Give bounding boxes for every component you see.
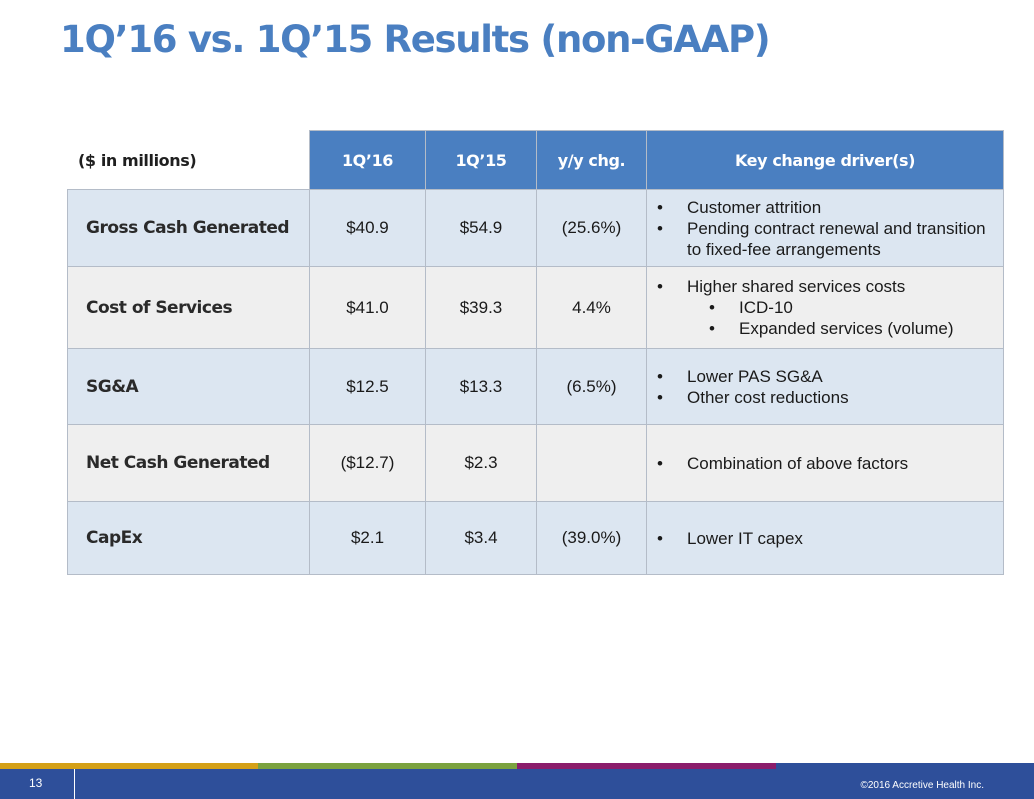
value-1q15: $2.3	[425, 424, 537, 502]
footer-stripe-green	[258, 763, 517, 769]
table-row-capex: CapEx $2.1 $3.4 (39.0%) Lower IT capex	[67, 501, 1004, 575]
value-1q15: $13.3	[425, 348, 537, 425]
driver-bullet: Customer attrition	[657, 197, 993, 218]
table-row-sga: SG&A $12.5 $13.3 (6.5%) Lower PAS SG&A O…	[67, 348, 1004, 425]
table-row-net-cash: Net Cash Generated ($12.7) $2.3 Combinat…	[67, 424, 1004, 502]
value-1q15: $3.4	[425, 501, 537, 575]
table-row-gross-cash: Gross Cash Generated $40.9 $54.9 (25.6%)…	[67, 189, 1004, 267]
value-yy-change: (6.5%)	[536, 348, 647, 425]
value-yy-change: (39.0%)	[536, 501, 647, 575]
driver-bullet: Lower PAS SG&A	[657, 366, 993, 387]
footer-stripe-magenta	[517, 763, 776, 769]
driver-bullet: Pending contract renewal and transition …	[657, 218, 993, 260]
driver-bullet: Combination of above factors	[657, 453, 993, 474]
footer-divider	[74, 769, 75, 799]
results-table: ($ in millions) 1Q’16 1Q’15 y/y chg. Key…	[67, 130, 1004, 575]
drivers-cell: Combination of above factors	[646, 424, 1004, 502]
driver-list: Combination of above factors	[657, 453, 993, 474]
table-row-cost-of-services: Cost of Services $41.0 $39.3 4.4% Higher…	[67, 266, 1004, 349]
driver-bullet: Lower IT capex	[657, 528, 993, 549]
col-header-yy-change: y/y chg.	[536, 130, 647, 190]
value-1q15: $54.9	[425, 189, 537, 267]
value-1q16: $12.5	[309, 348, 426, 425]
row-label: Net Cash Generated	[67, 424, 310, 502]
value-1q16: $2.1	[309, 501, 426, 575]
row-label: Cost of Services	[67, 266, 310, 349]
row-label: SG&A	[67, 348, 310, 425]
value-yy-change	[536, 424, 647, 502]
driver-list: Lower IT capex	[657, 528, 993, 549]
table-header-row: ($ in millions) 1Q’16 1Q’15 y/y chg. Key…	[67, 130, 1004, 190]
drivers-cell: Customer attrition Pending contract rene…	[646, 189, 1004, 267]
driver-list: Customer attrition Pending contract rene…	[657, 197, 993, 260]
row-label: CapEx	[67, 501, 310, 575]
col-header-1q16: 1Q’16	[309, 130, 426, 190]
footer-bar: 13 ©2016 Accretive Health Inc.	[0, 769, 1034, 799]
page-number: 13	[29, 776, 43, 790]
value-yy-change: 4.4%	[536, 266, 647, 349]
footer-stripe-gold	[0, 763, 258, 769]
value-yy-change: (25.6%)	[536, 189, 647, 267]
driver-bullet: Other cost reductions	[657, 387, 993, 408]
value-1q16: ($12.7)	[309, 424, 426, 502]
value-1q16: $41.0	[309, 266, 426, 349]
col-header-1q15: 1Q’15	[425, 130, 537, 190]
value-1q16: $40.9	[309, 189, 426, 267]
copyright-text: ©2016 Accretive Health Inc.	[860, 780, 984, 791]
drivers-cell: Lower PAS SG&A Other cost reductions	[646, 348, 1004, 425]
slide-title: 1Q’16 vs. 1Q’15 Results (non-GAAP)	[60, 18, 771, 61]
driver-list: Higher shared services costs ICD-10 Expa…	[657, 276, 993, 339]
driver-sub-bullet: ICD-10	[657, 297, 993, 318]
drivers-cell: Higher shared services costs ICD-10 Expa…	[646, 266, 1004, 349]
driver-sub-bullet: Expanded services (volume)	[657, 318, 993, 339]
drivers-cell: Lower IT capex	[646, 501, 1004, 575]
col-header-key-drivers: Key change driver(s)	[646, 130, 1004, 190]
units-header: ($ in millions)	[67, 130, 310, 190]
row-label: Gross Cash Generated	[67, 189, 310, 267]
driver-bullet: Higher shared services costs	[657, 276, 993, 297]
driver-list: Lower PAS SG&A Other cost reductions	[657, 366, 993, 408]
value-1q15: $39.3	[425, 266, 537, 349]
footer-stripe-blue	[776, 763, 1034, 769]
